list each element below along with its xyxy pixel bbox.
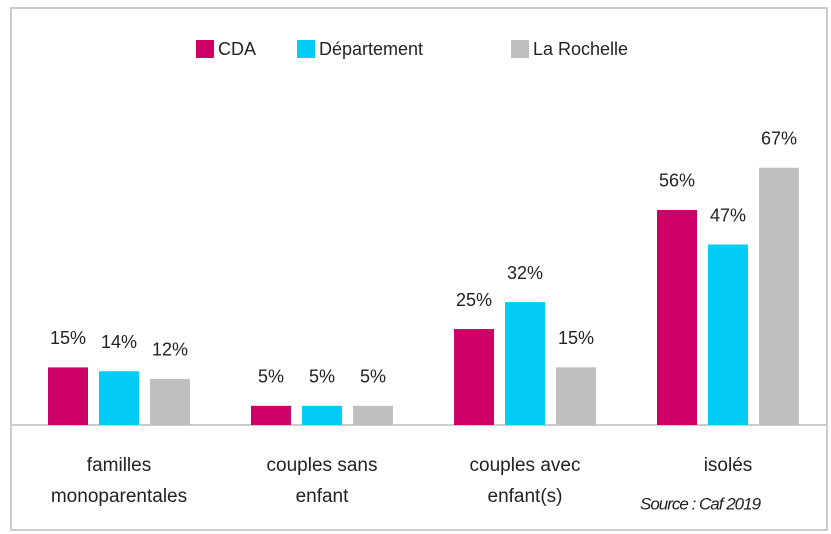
value-label: 12% [152, 340, 188, 360]
bar [99, 371, 139, 425]
bar [505, 302, 545, 425]
bar [556, 367, 596, 425]
legend-swatch [511, 40, 529, 58]
value-label: 5% [360, 367, 386, 387]
value-label: 5% [309, 367, 335, 387]
x-tick-label: couples sans [267, 455, 378, 476]
value-label: 56% [659, 171, 695, 191]
value-label: 15% [558, 328, 594, 348]
bar [657, 209, 697, 425]
frame [10, 7, 828, 531]
x-tick-label: enfant(s) [488, 486, 563, 507]
bar [150, 378, 190, 425]
value-label: 25% [456, 290, 492, 310]
x-tick-label: enfant [296, 486, 350, 507]
value-label: 47% [710, 205, 746, 225]
bar [48, 367, 88, 425]
value-label: 14% [101, 332, 137, 352]
bar [353, 405, 393, 425]
value-label: 32% [507, 263, 543, 283]
value-label: 5% [258, 367, 284, 387]
legend-label: CDA [218, 39, 256, 59]
value-label: 67% [761, 128, 797, 148]
legend-label: La Rochelle [533, 39, 628, 59]
bar [759, 167, 799, 425]
bar [251, 405, 291, 425]
value-label: 15% [50, 328, 86, 348]
source-note: Source : Caf 2019 [640, 494, 762, 513]
x-tick-label: couples avec [470, 455, 581, 476]
x-tick-label: familles [87, 455, 151, 476]
x-tick-label: isolés [704, 455, 753, 476]
legend-label: Département [319, 39, 423, 59]
legend-swatch [297, 40, 315, 58]
legend-swatch [196, 40, 214, 58]
bar [708, 244, 748, 425]
bar [454, 329, 494, 425]
bar [302, 405, 342, 425]
x-tick-label: monoparentales [51, 486, 187, 507]
